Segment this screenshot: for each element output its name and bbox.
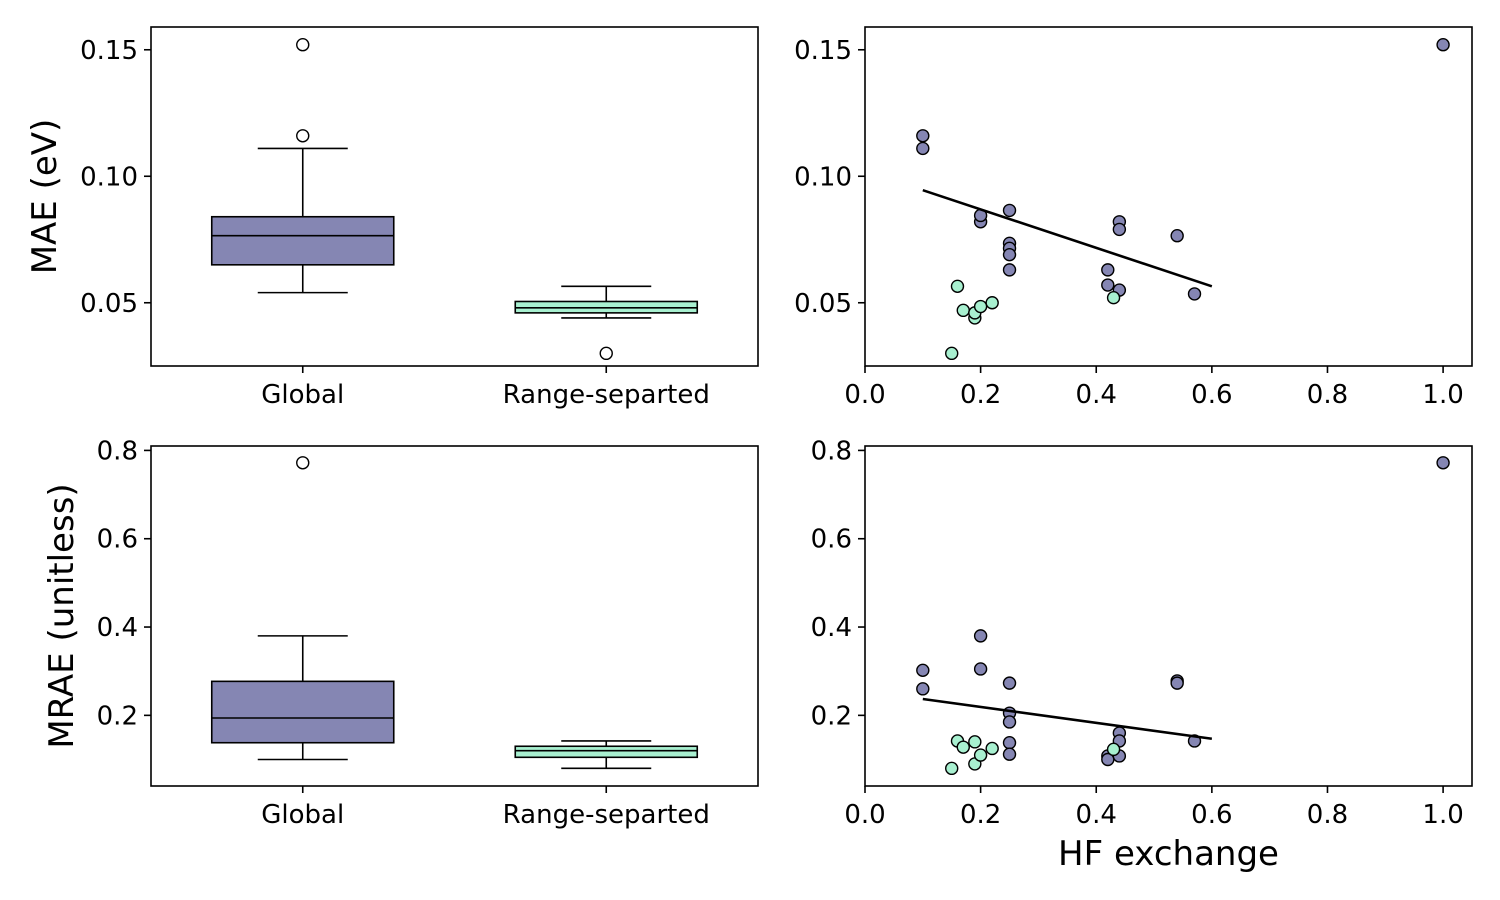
y-tick-label: 0.15 bbox=[794, 36, 852, 66]
scatter-point bbox=[1101, 263, 1115, 277]
scatter-point bbox=[973, 748, 988, 762]
y-axis-label: MRAE (unitless) bbox=[42, 483, 82, 748]
x-tick-label: Global bbox=[261, 380, 344, 410]
scatter-point bbox=[945, 346, 959, 361]
plot-frame bbox=[864, 445, 1473, 787]
scatter-point bbox=[916, 141, 930, 156]
plot-frame bbox=[150, 445, 759, 787]
y-tick-label: 0.8 bbox=[811, 436, 852, 466]
scatter-point bbox=[916, 663, 930, 678]
y-tick-label: 0.4 bbox=[811, 613, 852, 643]
outlier-point bbox=[599, 346, 613, 361]
x-tick-label: Global bbox=[261, 800, 344, 830]
box-range-separted bbox=[514, 285, 699, 361]
x-tick-label: 1.0 bbox=[1422, 800, 1463, 830]
scatter-point bbox=[985, 741, 999, 756]
panel-bottom-left: 0.2 0.4 0.6 0.8 Global Range-separted MRAE (un… bbox=[42, 436, 759, 830]
fit-line bbox=[922, 188, 1213, 288]
outlier-point bbox=[296, 38, 310, 52]
panel-bottom-right: 0.2 0.4 0.6 0.8 0.0 0.2 0.4 0.6 0.8 1.0 HF exchang… bbox=[811, 436, 1473, 874]
x-tick-label: 0.6 bbox=[1191, 800, 1232, 830]
scatter-point bbox=[945, 761, 959, 776]
scatter-point bbox=[968, 735, 982, 749]
x-tick-label: 0.2 bbox=[960, 380, 1001, 410]
scatter-point bbox=[1002, 736, 1017, 750]
scatter-point bbox=[1106, 290, 1121, 305]
x-tick-label: 0.0 bbox=[844, 800, 885, 830]
scatter-point bbox=[1002, 676, 1017, 690]
panel-top-right: 0.05 0.10 0.15 0.0 0.2 0.4 0.6 0.8 1.0 bbox=[794, 26, 1473, 410]
scatter-point bbox=[1170, 676, 1184, 690]
scatter-point bbox=[1106, 742, 1121, 757]
scatter-point bbox=[1002, 747, 1017, 761]
scatter-point bbox=[1436, 456, 1450, 470]
scatter-point bbox=[1436, 38, 1450, 52]
x-tick-label: Range-separted bbox=[503, 800, 710, 830]
series-global bbox=[916, 38, 1450, 301]
scatter-point bbox=[916, 682, 930, 696]
scatter-point bbox=[973, 299, 988, 314]
panel-top-left: 0.05 0.10 0.15 Global Range-separted MAE (eV) bbox=[25, 26, 759, 410]
y-tick-label: 0.2 bbox=[811, 701, 852, 731]
x-tick-label: 0.6 bbox=[1191, 380, 1232, 410]
scatter-point bbox=[1170, 229, 1184, 243]
scatter-point bbox=[1002, 247, 1017, 262]
x-tick-label: 0.4 bbox=[1076, 380, 1117, 410]
fit-line bbox=[922, 697, 1213, 741]
scatter-point bbox=[1002, 203, 1017, 218]
box-iqr bbox=[514, 745, 699, 759]
plot-frame bbox=[150, 26, 759, 367]
x-axis-label: HF exchange bbox=[1058, 834, 1279, 874]
y-tick-label: 0.15 bbox=[80, 36, 138, 66]
scatter-point bbox=[956, 303, 970, 318]
y-tick-label: 0.10 bbox=[80, 162, 138, 192]
y-tick-label: 0.4 bbox=[97, 613, 138, 643]
scatter-point bbox=[916, 129, 930, 143]
plot-frame bbox=[864, 26, 1473, 367]
scatter-point bbox=[1187, 287, 1202, 301]
box-global bbox=[210, 456, 395, 761]
series-range-separted bbox=[945, 734, 1121, 776]
x-tick-label: 0.0 bbox=[844, 380, 885, 410]
x-tick-label: 0.2 bbox=[960, 800, 1001, 830]
y-tick-label: 0.2 bbox=[97, 701, 138, 731]
y-tick-label: 0.6 bbox=[811, 525, 852, 555]
outlier-point bbox=[296, 129, 310, 143]
box-global bbox=[210, 38, 395, 294]
box-iqr bbox=[210, 680, 395, 744]
outlier-point bbox=[296, 456, 310, 470]
scatter-point bbox=[950, 279, 965, 294]
y-axis-label: MAE (eV) bbox=[25, 119, 65, 275]
x-tick-label: 0.8 bbox=[1307, 800, 1348, 830]
box-iqr bbox=[210, 215, 395, 266]
scatter-point bbox=[973, 662, 988, 676]
y-tick-label: 0.8 bbox=[97, 436, 138, 466]
y-tick-label: 0.05 bbox=[80, 289, 138, 319]
scatter-point bbox=[973, 629, 988, 643]
y-tick-label: 0.05 bbox=[794, 289, 852, 319]
y-tick-label: 0.6 bbox=[97, 525, 138, 555]
x-tick-label: 1.0 bbox=[1422, 380, 1463, 410]
x-tick-label: 0.8 bbox=[1307, 380, 1348, 410]
y-tick-label: 0.10 bbox=[794, 162, 852, 192]
series-global bbox=[916, 456, 1450, 767]
scatter-point bbox=[985, 296, 999, 310]
scatter-point bbox=[1002, 263, 1017, 277]
scatter-point bbox=[1002, 715, 1017, 729]
x-tick-label: Range-separted bbox=[503, 380, 710, 410]
series-range-separted bbox=[945, 279, 1121, 361]
x-tick-label: 0.4 bbox=[1076, 800, 1117, 830]
scatter-point bbox=[956, 740, 970, 754]
scatter-point bbox=[1112, 222, 1127, 237]
scatter-point bbox=[1101, 278, 1115, 292]
box-range-separted bbox=[514, 740, 699, 770]
